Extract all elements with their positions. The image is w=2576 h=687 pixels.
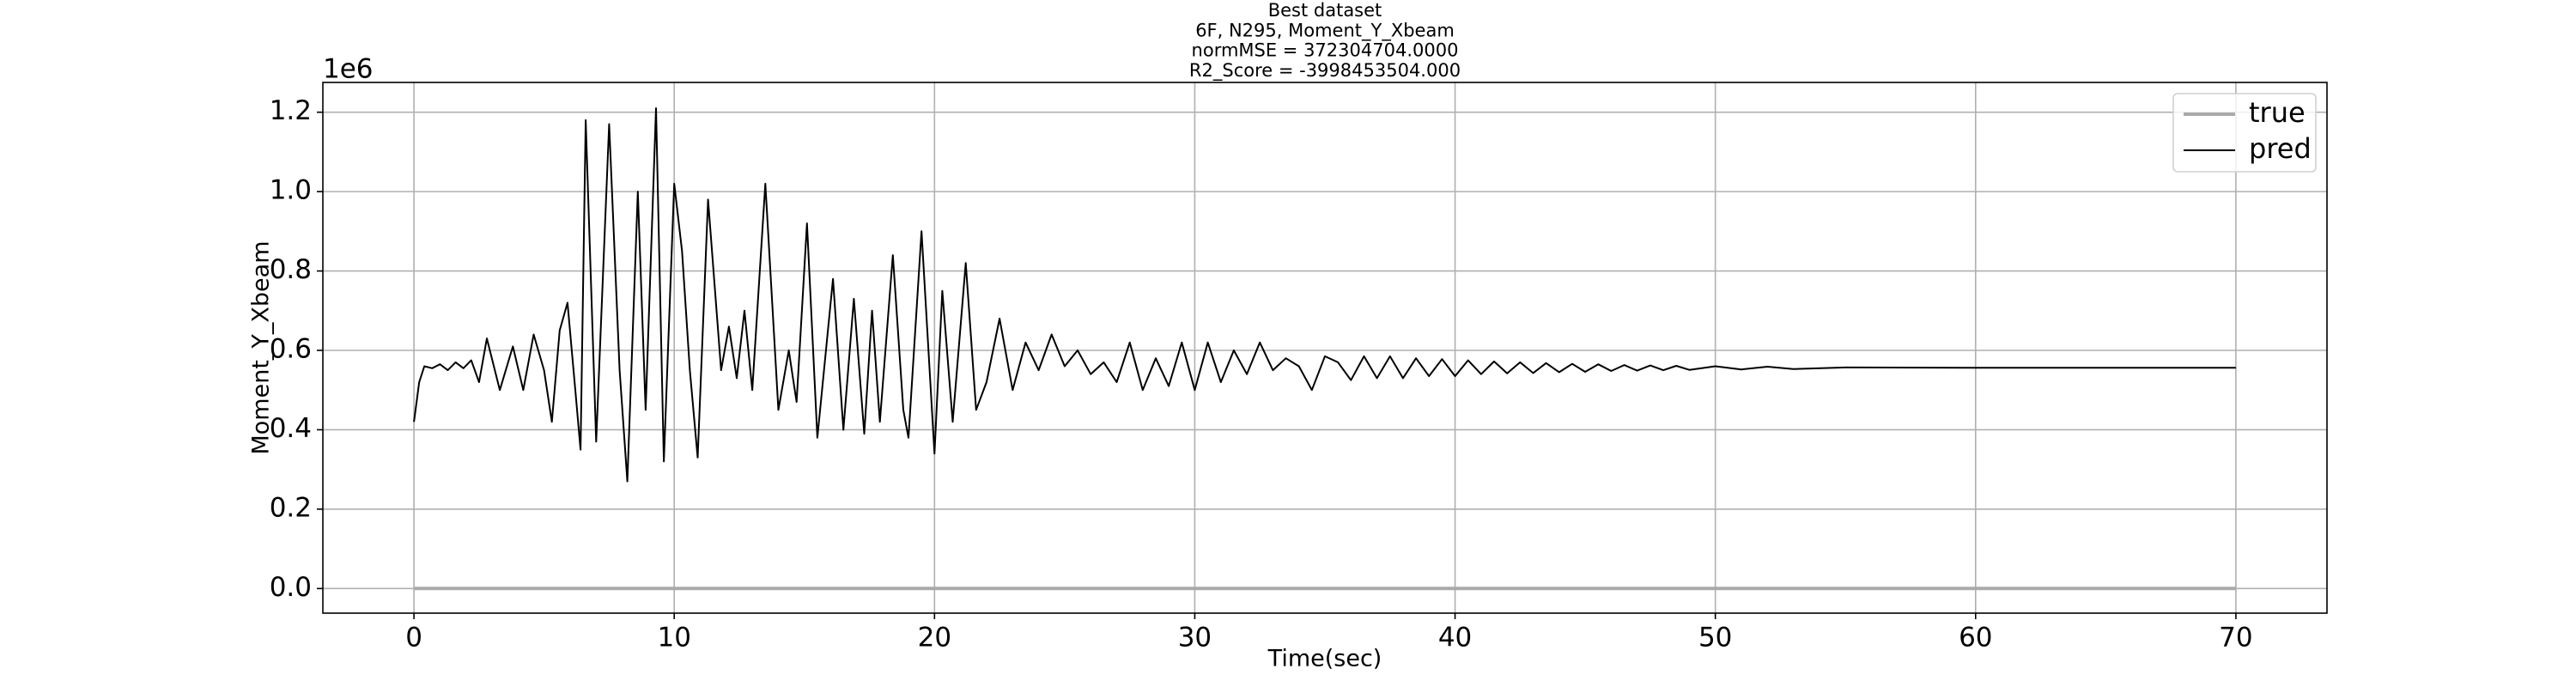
- x-tick-label: 70: [2219, 623, 2252, 654]
- chart-title: normMSE = 372304704.0000: [1192, 40, 1459, 61]
- y-tick-label: 0.6: [270, 334, 312, 365]
- y-tick-label: 0.4: [270, 413, 312, 444]
- plot-frame: [322, 82, 2328, 614]
- y-axis-label: Moment_Y_Xbeam: [248, 240, 275, 454]
- x-tick-label: 20: [918, 623, 951, 654]
- y-tick-label: 0.8: [270, 254, 312, 285]
- series-line: [413, 107, 2236, 483]
- y-tick-label: 1.2: [270, 95, 312, 126]
- chart-title: 6F, N295, Moment_Y_Xbeam: [1195, 20, 1455, 41]
- x-tick-label: 40: [1438, 623, 1472, 654]
- x-tick-label: 10: [657, 623, 690, 654]
- x-tick-label: 60: [1959, 623, 1992, 654]
- x-tick-label: 30: [1178, 623, 1212, 654]
- chart-title: Best dataset: [1268, 0, 1382, 21]
- legend-label: pred: [2249, 132, 2312, 165]
- chart-title: R2_Score = -3998453504.000: [1189, 60, 1461, 82]
- y-tick-label: 0.0: [270, 572, 312, 603]
- legend-label: true: [2249, 96, 2306, 129]
- y-tick-label: 1.0: [270, 175, 312, 206]
- x-tick-label: 0: [405, 623, 422, 654]
- x-tick-label: 50: [1698, 623, 1732, 654]
- x-axis-label: Time(sec): [1267, 646, 1382, 672]
- y-tick-label: 0.2: [270, 492, 312, 523]
- y-offset-label: 1e6: [323, 54, 374, 85]
